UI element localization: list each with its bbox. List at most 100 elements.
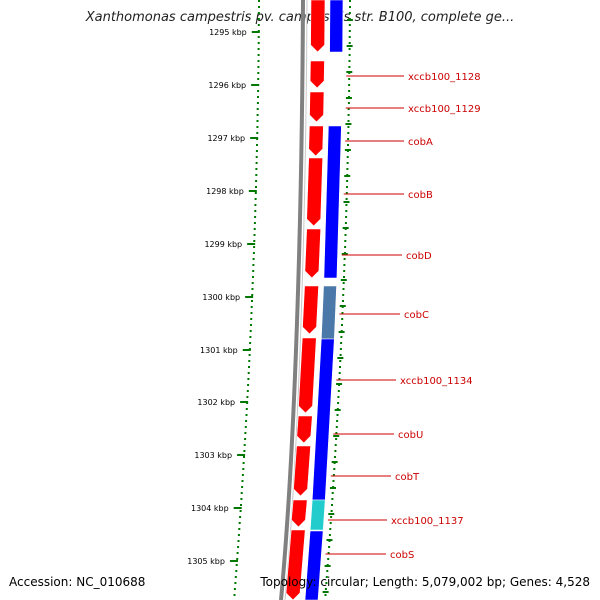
right-scale-dot [331, 504, 333, 506]
forward-gene-arrow [309, 91, 325, 123]
right-scale-dot [324, 594, 327, 596]
right-scale-dot [337, 396, 340, 398]
right-scale-dot [340, 336, 343, 338]
scale-dot [237, 546, 240, 548]
scale-dot [257, 60, 260, 62]
right-scale-dot [331, 492, 334, 494]
right-scale-dot [345, 192, 348, 194]
forward-gene-arrow [306, 157, 324, 227]
scale-dot [248, 360, 251, 362]
gene-label: cobB [408, 190, 433, 201]
right-scale-dot [341, 324, 343, 326]
right-scale-dot [334, 456, 336, 458]
scale-dot [242, 462, 245, 464]
right-scale-dot [347, 102, 350, 104]
forward-strand [285, 0, 326, 600]
right-scale-dot [337, 390, 340, 392]
scale-dot [245, 414, 248, 416]
scale-dot [239, 516, 242, 518]
right-scale-dot [327, 558, 330, 560]
scale-dot [233, 588, 236, 590]
scale-dot [257, 18, 260, 20]
reverse-strand [304, 0, 344, 600]
reverse-gene-block [320, 285, 337, 340]
right-scale-dot [339, 354, 342, 356]
scale-dot [254, 192, 257, 194]
scale-dot [243, 444, 246, 446]
right-scale-ticks [322, 0, 353, 596]
right-scale-dot [342, 288, 345, 290]
scale-dot [255, 174, 258, 176]
right-scale-dot [346, 180, 349, 182]
scale-dot [255, 162, 258, 164]
scale-label: 1301 kbp [200, 346, 238, 355]
right-scale-dot [335, 432, 338, 434]
scale-dot [249, 336, 252, 338]
right-scale-dot [346, 162, 349, 164]
scale-dot [244, 438, 247, 440]
topology-text: Topology: circular; Length: 5,079,002 bp… [260, 575, 590, 589]
right-scale-dot [329, 522, 332, 524]
scale-dot [256, 102, 259, 104]
right-scale-dot [348, 90, 351, 92]
scale-label: 1295 kbp [209, 28, 247, 37]
scale-dot [243, 456, 245, 458]
scale-dot [253, 228, 256, 230]
scale-dot [240, 504, 242, 506]
right-scale-dot [326, 570, 329, 572]
right-scale-dot [346, 168, 349, 170]
forward-gene-arrow [291, 499, 308, 528]
scale-dot [240, 492, 243, 494]
right-scale-dot [344, 234, 347, 236]
scale-dot [256, 144, 258, 146]
scale-dot [245, 420, 248, 422]
scale-dot [256, 108, 259, 110]
scale-dot [242, 468, 245, 470]
reverse-gene-block [329, 0, 344, 53]
scale-dot [250, 318, 253, 320]
scale-label: 1297 kbp [207, 134, 245, 143]
right-scale-dot [325, 582, 328, 584]
scale-dot [234, 576, 237, 578]
scale-dot [253, 240, 256, 242]
right-scale-dot [347, 144, 349, 146]
scale-label: 1302 kbp [197, 398, 235, 407]
forward-gene-arrow [304, 228, 322, 279]
scale-label: 1299 kbp [204, 240, 242, 249]
right-scale-dot [343, 270, 346, 272]
scale-dot [255, 150, 258, 152]
gene-label: cobD [406, 251, 432, 262]
scale-dot [250, 306, 253, 308]
right-scale-dot [345, 216, 348, 218]
right-scale-dot [330, 510, 333, 512]
scale-dot [256, 114, 259, 116]
scale-dot [241, 480, 244, 482]
scale-dot [234, 582, 237, 584]
scale-dot [247, 384, 250, 386]
right-scale-dot [325, 576, 328, 578]
right-scale-dot [348, 36, 351, 38]
scale-dot [255, 156, 258, 158]
right-scale-dot [342, 300, 344, 302]
right-scale-dot [338, 372, 341, 374]
scale-label: 1298 kbp [206, 187, 244, 196]
scale-label: 1296 kbp [208, 81, 246, 90]
gene-label: xccb100_1134 [400, 376, 473, 387]
scale-dot [257, 54, 260, 56]
right-scale-dot [344, 240, 347, 242]
scale-dot [254, 210, 257, 212]
reverse-gene-block [309, 499, 326, 531]
scale-dot [257, 78, 260, 80]
right-scale-dot [334, 450, 337, 452]
forward-gene-arrow [285, 529, 306, 600]
gene-label: cobC [404, 310, 429, 321]
scale-dot [257, 12, 260, 14]
right-scale-dot [345, 210, 348, 212]
reverse-gene-block [323, 125, 342, 279]
right-scale-dot [324, 588, 327, 590]
right-scale-dot [343, 258, 346, 260]
scale-dot [257, 42, 260, 44]
scale-dot [257, 66, 260, 68]
scale-dot [235, 564, 238, 566]
